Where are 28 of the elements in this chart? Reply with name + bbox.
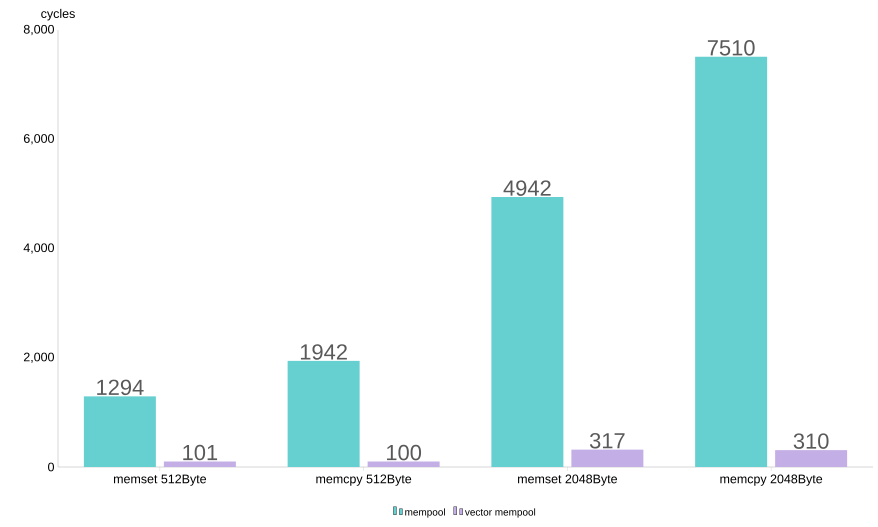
- data-label: 100: [387, 444, 422, 460]
- bar: [288, 360, 360, 467]
- bar: [164, 461, 236, 467]
- x-tick-label: memset 2048Byte: [518, 474, 617, 486]
- y-tick-label: 2,000: [24, 352, 54, 363]
- x-tick-label: memcpy 2048Byte: [720, 474, 822, 486]
- y-tick-label: 0: [48, 462, 54, 472]
- y-tick-label: 8,000: [24, 24, 54, 36]
- data-label: 310: [794, 433, 829, 449]
- data-label: 317: [590, 432, 625, 448]
- data-label: 7510: [708, 40, 755, 56]
- bar: [368, 462, 440, 467]
- bar: [695, 56, 768, 467]
- data-label: 1942: [300, 344, 347, 360]
- legend-label: vector mempool: [464, 508, 536, 518]
- data-label: 4942: [504, 180, 551, 196]
- y-axis-title: cycles: [41, 8, 75, 20]
- legend-label: mempool: [405, 508, 445, 518]
- bar: [571, 450, 644, 467]
- data-label: 101: [183, 444, 218, 460]
- data-label: 1294: [97, 380, 144, 396]
- y-tick-label: 4,000: [24, 243, 54, 254]
- bar: [84, 396, 156, 467]
- x-tick-label: memset 512Byte: [114, 474, 206, 486]
- x-tick-label: memcpy 512Byte: [316, 474, 412, 486]
- bar: [491, 197, 564, 467]
- bar: [775, 450, 848, 467]
- y-tick-label: 6,000: [24, 134, 54, 144]
